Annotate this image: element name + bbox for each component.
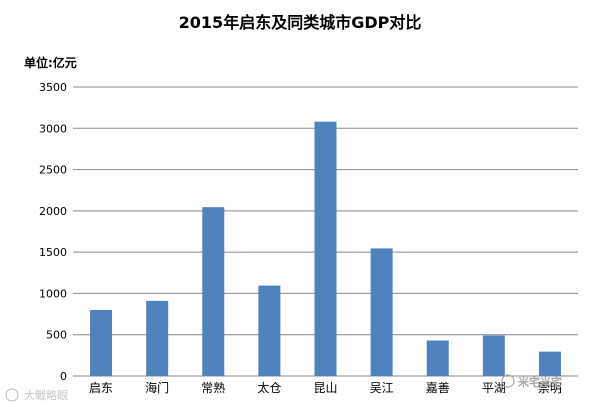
bar-昆山	[314, 121, 337, 377]
y-tick-label: 0	[60, 370, 67, 383]
wechat-icon	[501, 374, 515, 388]
watermark-logo-icon	[5, 388, 19, 402]
y-tick-label: 3000	[39, 122, 67, 135]
y-tick-label: 3500	[39, 81, 67, 94]
left-watermark-text: 大戰略眼	[24, 388, 68, 402]
bars-group	[90, 121, 561, 377]
x-category-label: 昆山	[313, 381, 337, 395]
bar-常熟	[202, 207, 225, 376]
bar-崇明	[538, 351, 561, 376]
y-tick-label: 2500	[39, 164, 67, 177]
x-category-label: 启东	[89, 381, 113, 395]
bar-平湖	[482, 335, 505, 376]
right-watermark-text: 米宅米宅	[518, 375, 562, 389]
bar-嘉善	[426, 340, 449, 376]
bar-吴江	[370, 248, 393, 376]
bar-海门	[146, 300, 169, 376]
y-tick-label: 2000	[39, 205, 67, 218]
right-watermark: 米宅米宅	[501, 374, 562, 389]
chart-title: 2015年启东及同类城市GDP对比	[179, 13, 422, 32]
x-category-label: 常熟	[201, 380, 225, 395]
x-category-label: 海门	[145, 380, 169, 395]
x-category-label: 吴江	[370, 381, 394, 395]
x-category-label: 平湖	[482, 380, 506, 395]
x-axis-categories: 启东 海门 常熟 太仓 昆山 吴江 嘉善 平湖 崇明	[89, 380, 562, 395]
y-axis-ticks: 0 500 1000 1500 2000 2500 3000 3500	[39, 81, 67, 383]
x-category-label: 嘉善	[426, 380, 450, 395]
y-tick-label: 1500	[39, 246, 67, 259]
bar-太仓	[258, 285, 281, 376]
x-category-label: 太仓	[257, 380, 281, 395]
y-tick-label: 500	[46, 329, 67, 342]
y-axis-unit-label: 单位:亿元	[24, 55, 77, 70]
bar-启东	[90, 309, 113, 376]
left-watermark: 大戰略眼	[5, 388, 68, 402]
y-tick-label: 1000	[39, 287, 67, 300]
x-category-label: 崇明	[538, 381, 562, 395]
